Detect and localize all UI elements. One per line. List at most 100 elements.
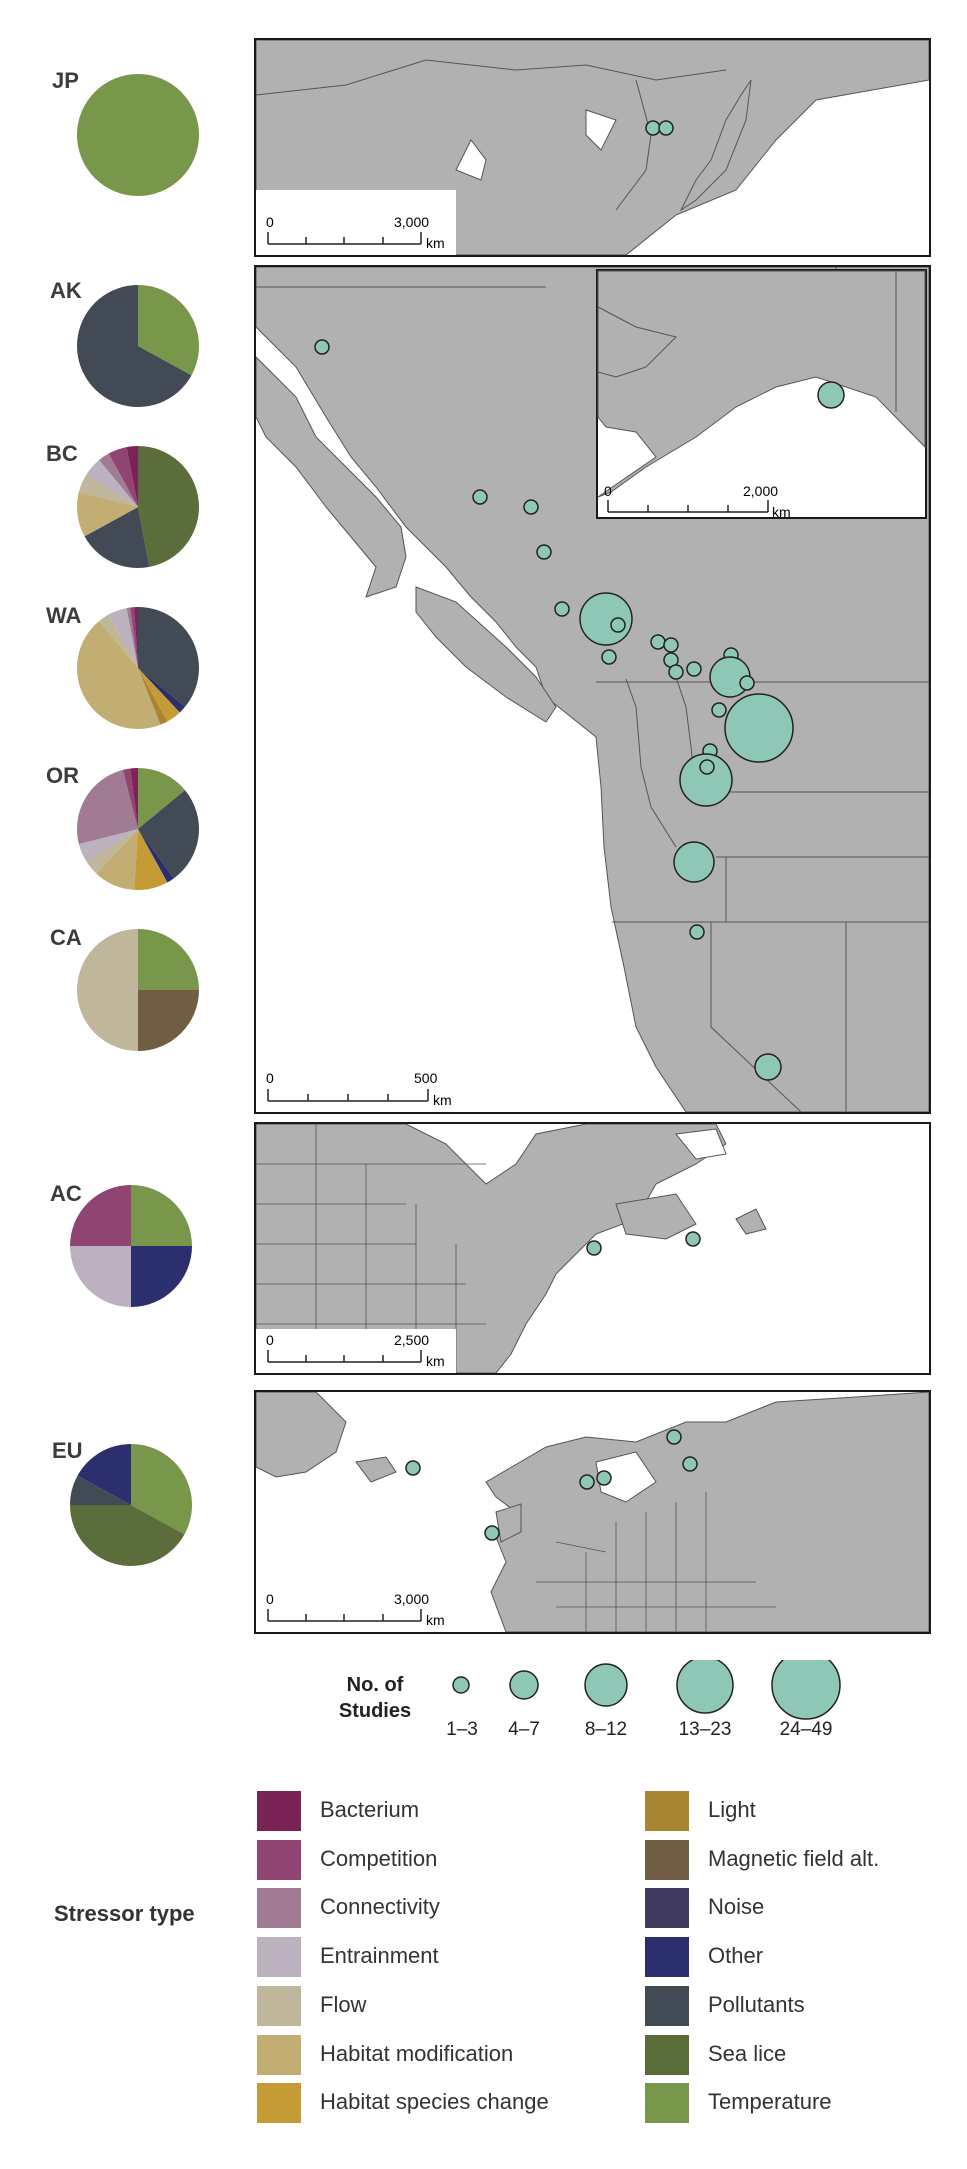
pie-slice-or-bacterium	[130, 768, 138, 829]
legend-swatch-other	[645, 1937, 689, 1978]
study-circle	[699, 759, 715, 775]
pie-slice-bc-connectivity	[99, 453, 138, 507]
stressor-legend-title: Stressor type	[54, 1901, 195, 1926]
pie-slice-eu-temperature	[131, 1444, 192, 1535]
study-circle	[754, 1053, 782, 1081]
pie-slice-wa-pollutants	[138, 607, 199, 707]
pie-slice-ac-competition	[70, 1185, 131, 1246]
legend-label-flow: Flow	[320, 1991, 367, 2017]
map-japan: 0 3,000 km	[254, 38, 931, 257]
study-circle	[536, 544, 552, 560]
scale-unit-eu: km	[426, 1612, 445, 1628]
pie-slice-or-connectivity	[76, 769, 138, 845]
pie-slice-ak-temperature	[138, 285, 199, 376]
pie-slice-wa-competition	[130, 607, 138, 668]
pie-slice-bc-bacterium	[126, 446, 138, 507]
pie-slice-or-competition	[122, 768, 138, 829]
legend-label-magnetic-field-alt-: Magnetic field alt.	[708, 1845, 880, 1871]
legend-swatch-noise	[645, 1888, 689, 1929]
pie-slice-eu-sea-lice	[70, 1505, 185, 1566]
study-circle	[601, 649, 617, 665]
scale-bar-jp: 0 3,000 km	[266, 214, 445, 251]
legend-swatch-connectivity	[257, 1888, 301, 1929]
scale-max-jp: 3,000	[394, 214, 429, 230]
size-label-2: 4–7	[508, 1719, 540, 1740]
legend-swatch-habitat-species-change	[257, 2083, 301, 2124]
legend-swatch-habitat-modification	[257, 2034, 301, 2075]
pie-slice-bc-entrainment	[86, 459, 138, 507]
pie-slice-wa-entrainment	[108, 608, 138, 668]
pie-slice-bc-flow	[78, 474, 138, 507]
scale-bar-west: 0 500 km	[266, 1070, 452, 1108]
pie-slice-eu-other	[77, 1444, 131, 1505]
region-label-eu: EU	[52, 1438, 83, 1463]
pie-slice-wa-habitat-species-change	[138, 668, 180, 722]
pie-slice-or-entrainment	[78, 829, 138, 862]
study-circle	[724, 693, 794, 763]
pie-slice-wa-light	[138, 668, 168, 725]
size-label-5: 24–49	[779, 1719, 833, 1740]
pie-slice-ca-magnetic-field-alt-	[138, 990, 199, 1051]
alaska-inset: 0 2,000 km	[596, 269, 927, 520]
region-label-jp: JP	[52, 68, 79, 93]
pie-slice-or-other	[138, 829, 174, 883]
pie-slice-wa-connectivity	[126, 607, 138, 668]
pie-slice-wa-habitat-modification	[77, 620, 161, 729]
pie-slice-wa-flow	[99, 614, 138, 668]
legend-label-habitat-species-change: Habitat species change	[320, 2089, 549, 2115]
pie-chart-wa	[77, 607, 199, 729]
scale-unit-west: km	[433, 1092, 452, 1108]
study-size-legend-title: No. of Studies	[338, 1674, 412, 1722]
region-label-ac: AC	[50, 1181, 82, 1206]
legend-swatch-bacterium	[257, 1791, 301, 1831]
pie-slice-ak-pollutants	[76, 285, 192, 407]
scale-max-ac: 2,500	[394, 1332, 429, 1348]
study-circle	[711, 702, 727, 718]
region-label-ca: CA	[50, 925, 82, 950]
pie-slice-ca-temperature	[138, 929, 199, 990]
pie-slice-or-pollutants	[138, 790, 199, 879]
pie-slice-bc-pollutants	[84, 507, 150, 568]
pie-slice-ac-temperature	[131, 1185, 192, 1246]
legend-label-sea-lice: Sea lice	[708, 2040, 787, 2066]
study-circle	[668, 664, 684, 680]
scale-unit-ak: km	[772, 504, 791, 520]
pie-slice-bc-sea-lice	[138, 446, 199, 567]
legend-label-other: Other	[708, 1943, 764, 1969]
study-circle	[579, 592, 633, 646]
study-circle	[523, 499, 539, 515]
study-circle-eu-1	[405, 1460, 421, 1476]
pie-slice-wa-other	[138, 668, 186, 713]
pie-chart-jp	[77, 74, 199, 196]
study-circle-ac-1	[586, 1240, 602, 1256]
legend-label-pollutants: Pollutants	[708, 1991, 805, 2017]
study-circle	[663, 637, 679, 653]
size-label-1: 1–3	[446, 1719, 478, 1740]
scale-bar-eu: 0 3,000 km	[266, 1591, 445, 1628]
pie-slice-jp-temperature	[77, 74, 199, 196]
study-circle	[610, 617, 626, 633]
legend-swatch-sea-lice	[645, 2034, 689, 2075]
scale-zero-jp: 0	[266, 214, 274, 230]
legend-swatch-entrainment	[257, 1937, 301, 1978]
study-circle-eu-2	[484, 1525, 500, 1541]
study-circle	[472, 489, 488, 505]
study-circle-ak	[817, 381, 845, 409]
study-circle	[554, 601, 570, 617]
pie-slice-eu-pollutants	[70, 1475, 131, 1505]
scale-max-ak: 2,000	[743, 483, 778, 499]
study-circle	[650, 634, 666, 650]
size-label-3: 8–12	[584, 1719, 628, 1740]
study-circle	[679, 753, 733, 807]
scale-unit-ac: km	[426, 1353, 445, 1369]
study-circle	[314, 339, 330, 355]
size-circle-4	[676, 1660, 734, 1714]
map-west-coast: 0 2,000 km 0 500 km	[254, 265, 931, 1114]
study-circle-jp-1	[645, 120, 661, 136]
legend-swatch-magnetic-field-alt-	[645, 1839, 689, 1880]
legend-label-connectivity: Connectivity	[320, 1894, 440, 1920]
study-circle-jp-2	[658, 120, 674, 136]
map-atlantic-canada: 0 2,500 km	[254, 1122, 931, 1375]
region-label-wa: WA	[46, 603, 82, 628]
legend-label-bacterium: Bacterium	[320, 1797, 420, 1822]
